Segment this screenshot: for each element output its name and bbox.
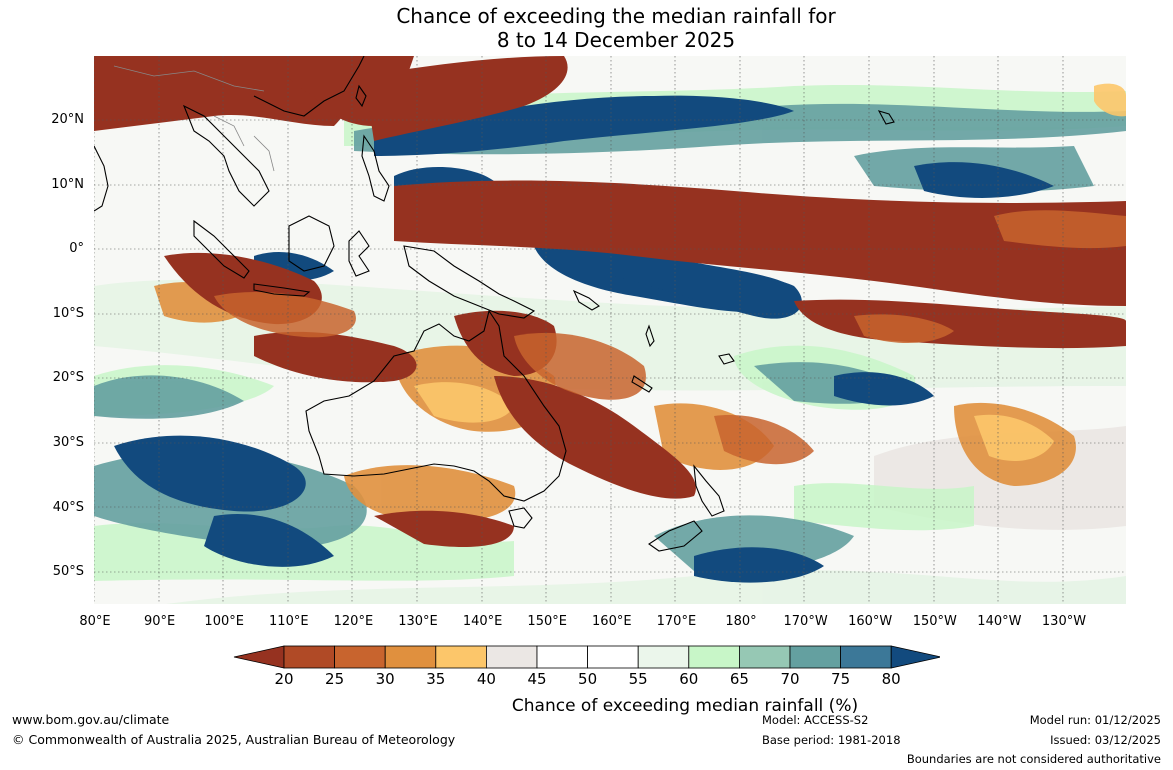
hawaii-coastline (877, 110, 895, 125)
colorbar-max-arrow (890, 645, 940, 669)
colorbar-tick-label: 30 (375, 670, 395, 688)
colorbar-bin (840, 645, 892, 669)
longitude-label: 180° (725, 614, 757, 629)
fiji-coastline (718, 353, 735, 365)
longitude-label: 80°E (79, 614, 111, 629)
longitude-label: 170°W (783, 614, 828, 629)
base-period: Base period: 1981-2018 (762, 733, 901, 747)
colorbar-bin (435, 645, 487, 669)
colorbar-tick-label: 60 (679, 670, 699, 688)
latitude-label: 30°S (52, 435, 84, 450)
colorbar (233, 645, 940, 669)
colorbar-tick-label: 45 (527, 670, 547, 688)
longitude-label: 130°W (1041, 614, 1087, 629)
latitude-label: 10°N (51, 176, 84, 192)
model-run-date: Model run: 01/12/2025 (1029, 713, 1161, 727)
longitude-label: 140°W (977, 614, 1022, 629)
borneo-coastline (288, 215, 335, 272)
philippines-coastline (361, 134, 390, 202)
below-median-25-35 (214, 210, 1126, 465)
colorbar-tick-label: 70 (780, 670, 800, 688)
colorbar-tick-label: 65 (729, 670, 749, 688)
above-median-over-80 (114, 95, 1054, 583)
longitude-label: 170°E (656, 614, 697, 629)
solomon-islands-coastline (572, 289, 600, 311)
longitude-label: 140°E (462, 614, 503, 629)
sumatra-coastline (193, 219, 250, 279)
map-title: Chance of exceeding the median rainfall … (0, 4, 1173, 52)
new-guinea-coastline (403, 245, 536, 319)
longitude-label: 120°E (333, 614, 374, 629)
issued-date: Issued: 03/12/2025 (1050, 733, 1161, 747)
colorbar-tick-label: 20 (274, 670, 294, 688)
colorbar-bin (536, 645, 588, 669)
tasmania-coastline (508, 507, 533, 529)
new-zealand-south-coastline (648, 520, 703, 552)
coastlines (94, 56, 895, 552)
colorbar-title: Chance of exceeding median rainfall (%) (511, 696, 859, 716)
rainfall-probability-map (94, 56, 1126, 604)
china-coastline (253, 56, 365, 117)
longitude-label: 110°E (269, 614, 309, 629)
below-median-35-40 (414, 83, 1126, 461)
colorbar-tick-label: 50 (578, 670, 598, 688)
colorbar-tick-label: 80 (881, 670, 901, 688)
longitude-label: 160°W (848, 614, 893, 629)
colorbar-bin (637, 645, 690, 669)
colorbar-tick-label: 75 (831, 670, 851, 688)
colorbar-tick-label: 25 (325, 670, 345, 688)
longitude-label: 150°E (527, 614, 567, 629)
website-link[interactable]: www.bom.gov.au/climate (12, 712, 170, 727)
country-borders (113, 65, 275, 172)
map-gridlines (94, 56, 1126, 604)
sulawesi-coastline (348, 230, 370, 277)
colorbar-bin (283, 645, 335, 669)
vanuatu-coastline (645, 324, 655, 348)
model-name: Model: ACCESS-S2 (762, 713, 869, 727)
java-coastline (253, 283, 311, 297)
longitude-label: 100°E (204, 614, 244, 629)
map-title-line1: Chance of exceeding the median rainfall … (396, 4, 836, 28)
colorbar-bin (587, 645, 639, 669)
colorbar-min-arrow (233, 645, 285, 669)
colorbar-bin (485, 645, 538, 669)
australia-coastline (305, 309, 567, 502)
new-zealand-north-coastline (693, 464, 725, 517)
latitude-label: 10°S (52, 305, 84, 321)
colorbar-bin (688, 645, 740, 669)
longitude-label: 150°W (912, 614, 957, 629)
taiwan-coastline (355, 84, 367, 108)
map-title-line2: 8 to 14 December 2025 (496, 28, 736, 52)
colorbar-bin (334, 645, 386, 669)
colorbar-tick-label: 40 (476, 670, 496, 688)
longitude-label: 90°E (143, 614, 176, 629)
new-caledonia-coastline (631, 375, 653, 393)
latitude-label: 0° (69, 241, 84, 257)
longitude-label: 160°E (592, 614, 632, 629)
latitude-label: 20°S (52, 370, 84, 386)
boundaries-note: Boundaries are not considered authoritat… (906, 752, 1161, 766)
copyright-text: © Commonwealth of Australia 2025, Austra… (12, 732, 456, 747)
latitude-label: 50°S (52, 564, 84, 580)
colorbar-bin (738, 645, 791, 669)
colorbar-tick-label: 35 (426, 670, 446, 688)
latitude-label: 20°N (51, 112, 84, 127)
longitude-label: 130°E (398, 614, 438, 629)
colorbar-bin (384, 645, 437, 669)
indochina-coastline (182, 104, 270, 207)
latitude-label: 40°S (52, 499, 84, 515)
colorbar-tick-label: 55 (628, 670, 648, 688)
india-coastline (94, 145, 109, 212)
colorbar-bin (789, 645, 841, 669)
